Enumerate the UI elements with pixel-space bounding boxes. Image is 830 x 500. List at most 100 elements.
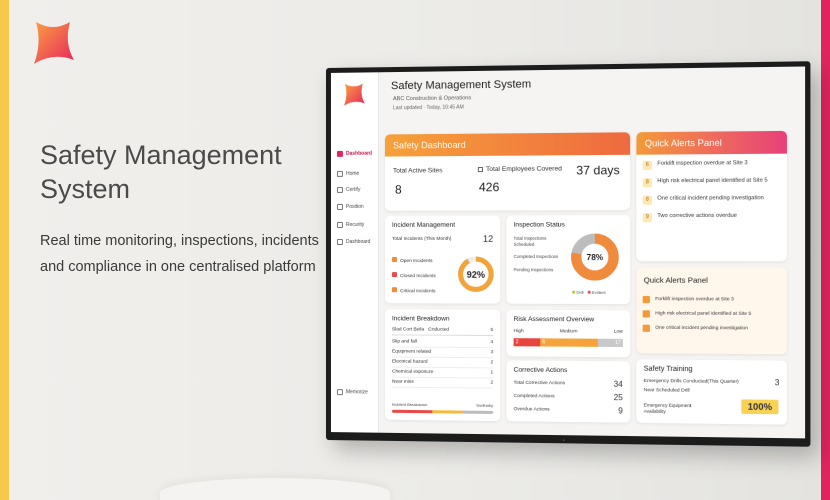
alert-item[interactable]: 8 One critical incident pending investiga… [636,195,787,205]
open-incidents-row: Open Incidents [392,254,436,269]
incident-gauge: 92% [456,254,497,295]
legend-label: Evident [592,290,606,295]
breakdown-rows: Slip and fall 4 Equipment related 3 Electric… [392,337,493,388]
training-title: Safety Training [636,359,787,376]
brand-logo [28,18,78,68]
sidebar-item-label: Dashboard [346,239,370,245]
sidebar-item-recurity[interactable]: Recurity [337,222,364,228]
total-incidents-row: Total Incidents (This Month) 12 [385,234,500,244]
row-value: 25 [614,393,623,402]
alert-item[interactable]: 9 Two corrective actions overdue [636,213,787,223]
legend-swatch [588,291,591,294]
corrective-actions-card: Corrective Actions Total Corrective Acti… [506,360,630,422]
incident-status-list: Open Incidents Closed Incidents Critical… [392,254,436,299]
quick-alerts-list-2: Forklift inspection overdue at Site 3 Hig… [636,296,787,340]
sidebar-item-home[interactable]: Home [337,171,359,177]
table-decor [160,478,390,500]
employees-label: Total Employees Covered [486,165,562,173]
quick-alerts-card: Quick Alerts Panel 6 Forklift inspection … [636,131,787,261]
bar-segment [463,411,494,414]
breakdown-header-left: Slad Cort Beila Cnducted [392,327,449,332]
closed-incidents-row: Closed Incidents [392,269,436,284]
alert-text: One critical incident pending investigat… [655,325,748,333]
open-status-icon [392,257,397,262]
alert-item[interactable]: High risk electrical panel identified at… [636,310,787,318]
hero-title: Safety Management System [40,138,330,206]
corrective-row: Total Corrective Actions 34 [506,379,630,389]
risk-bar-medium: 6 [540,338,598,347]
alert-number-badge: 8 [643,178,652,187]
security-icon [337,222,343,228]
days-value: 37 days [576,163,620,178]
open-incidents-label: Open Incidents [400,259,433,264]
sidebar: Dashboard Home Certify Position Recurity… [331,72,379,432]
alert-text: Forklift inspection overdue at Site 3 [655,296,734,303]
warning-icon [643,296,650,303]
left-accent-stripe [0,0,9,500]
bar-segment [432,410,462,413]
dashboard-icon [337,239,343,245]
hero-subtitle: Real time monitoring, inspections, incid… [40,228,325,280]
sidebar-footer-memorize[interactable]: Memorize [337,389,368,395]
sidebar-item-position[interactable]: Position [337,204,364,210]
alert-item[interactable]: 6 Forklift inspection overdue at Site 3 [636,160,787,170]
gauge-value: 92% [467,270,485,280]
incident-management-card: Incident Management Total Incidents (Thi… [385,216,500,304]
row-label: Chemical exposure [392,370,433,375]
header-left-text: Slad Cort Beila [392,327,424,332]
quick-alerts-card-2: Quick Alerts Panel Forklift inspection o… [636,267,787,354]
sidebar-item-dashboard-2[interactable]: Dashboard [337,239,370,245]
active-sites-label: Total Active Sites [393,167,443,174]
sidebar-item-label: Home [346,171,359,177]
critical-incidents-row: Critical Incidents [392,284,436,299]
dashboard-screen: Dashboard Home Certify Position Recurity… [331,66,805,438]
inspection-title: Inspection Status [506,215,630,231]
risk-bar-low: 17 [598,339,623,347]
row-label: Slip and fall [392,339,417,344]
alert-number-badge: 9 [643,213,652,222]
breakdown-footer: Incident Breakdown Sunlbaby [392,402,493,408]
row-label: Total Corrective Actions [514,381,565,387]
scheduled-label: Near Scheduled Drill [644,388,690,394]
corrective-row: Completed Actions 25 [506,392,630,402]
row-label: Near miss [392,380,414,385]
incident-breakdown-card: Incident Breakdown Slad Cort Beila Cnduc… [385,309,500,421]
sidebar-item-certify[interactable]: Certify [337,187,360,193]
row-label: Equipment related [392,349,431,354]
org-name: ABC Construction & Operations [393,95,471,102]
inspection-row-pending: Pending Inspections [514,267,565,273]
employees-value: 426 [479,180,499,194]
inspection-donut: 78% [569,232,621,283]
breakdown-footer-right: Sunlbaby [476,403,493,408]
row-value: 1 [490,370,493,375]
alert-text: Forklift inspection overdue at Site 3 [657,160,747,168]
inspection-status-card: Inspection Status Total Inspections Sche… [506,215,630,304]
risk-label-medium: Medium [560,329,578,334]
row-value: 3 [490,350,493,355]
alert-item[interactable]: Forklift inspection overdue at Site 3 [636,296,787,304]
sidebar-item-dashboard[interactable]: Dashboard [337,151,372,157]
risk-label-low: Low [614,330,623,335]
bar-segment [392,410,432,413]
total-incidents-value: 12 [483,234,493,244]
right-accent-stripe [821,0,830,500]
active-sites-value: 8 [395,183,402,197]
row-value: 2 [490,360,493,365]
corrective-rows: Total Corrective Actions 34 Completed Acti… [506,379,630,420]
safety-dashboard-banner: Safety Dashboard [385,132,630,156]
memorize-icon [337,389,343,395]
total-incidents-label: Total Incidents (This Month) [392,236,451,241]
alert-number-badge: 8 [643,196,652,205]
alert-item[interactable]: 8 High risk electrical panel identified a… [636,177,787,187]
legend-label: Drill [576,290,583,295]
training-row-drills: Emergency Drills Conducted(This Quarter)… [636,377,787,388]
tv-display: Dashboard Home Certify Position Recurity… [326,61,810,447]
corrective-row: Overdue Actions 9 [506,405,630,416]
quick-alerts-title-2: Quick Alerts Panel [636,267,787,287]
risk-bar: 2 6 17 [514,338,623,347]
alert-item[interactable]: One critical incident pending investigat… [636,325,787,333]
inspection-row-scheduled: Total Inspections Scheduled [514,236,565,247]
drills-label: Emergency Drills Conducted(This Quarter) [644,379,739,385]
incident-management-title: Incident Management [385,216,500,231]
safety-training-card: Safety Training Emergency Drills Conduct… [636,359,787,424]
